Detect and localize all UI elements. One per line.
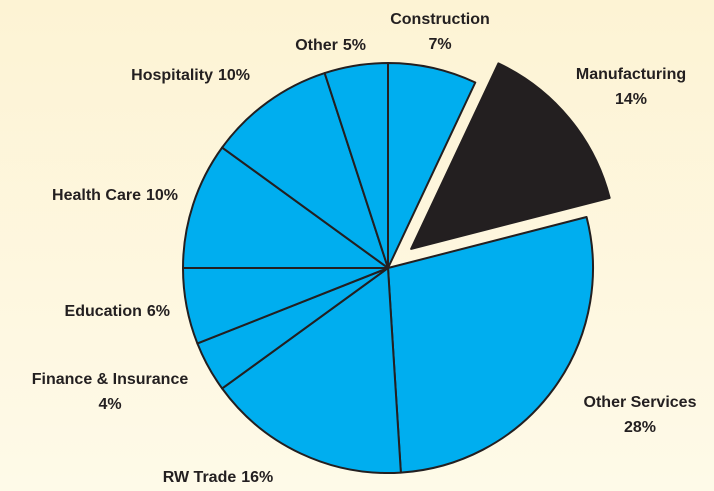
value-label: 10%	[218, 67, 250, 84]
value-label: 6%	[147, 303, 170, 320]
pie-slice	[221, 72, 389, 269]
pie-slice	[221, 267, 402, 474]
slice-label: Education 6%	[65, 303, 170, 320]
pie-slice	[323, 62, 389, 269]
pie-slice	[410, 62, 611, 250]
value-label: 5%	[343, 37, 366, 54]
slice-label: Health Care 10%	[52, 187, 178, 204]
slice-label: RW Trade 16%	[163, 469, 274, 486]
slice-label: Hospitality 10%	[131, 67, 250, 84]
category-name: Health Care	[52, 187, 141, 204]
slice-label: Manufacturing	[576, 66, 686, 83]
slice-label: Other Services	[584, 394, 697, 411]
category-name: Hospitality	[131, 67, 213, 84]
pie-slice	[387, 216, 594, 474]
value-label: 14%	[615, 91, 647, 108]
slice-label: Finance & Insurance	[32, 371, 189, 388]
pie-slice	[182, 146, 389, 269]
value-label: 4%	[98, 396, 121, 413]
value-label: 7%	[428, 36, 451, 53]
slice-label: Construction	[390, 11, 490, 28]
value-label: 10%	[146, 187, 178, 204]
slice-label: Other 5%	[295, 37, 366, 54]
category-name: RW Trade	[163, 469, 237, 486]
category-name: Education	[65, 303, 142, 320]
labels: Construction 7% Manufacturing 14% Other Serv…	[32, 11, 697, 486]
value-label: 28%	[624, 419, 656, 436]
category-name: Other	[295, 37, 338, 54]
value-label: 16%	[241, 469, 273, 486]
pie	[182, 62, 611, 474]
